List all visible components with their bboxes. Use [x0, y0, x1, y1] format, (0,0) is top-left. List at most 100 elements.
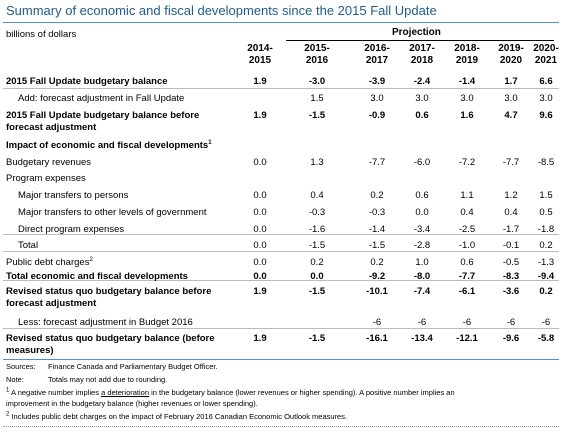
- row-label-text: Revised status quo budgetary balance bef…: [6, 286, 212, 297]
- table-cell: -1.4: [368, 224, 386, 235]
- table-cell: -13.4: [411, 333, 433, 344]
- footnote-2: 2 Includes public debt charges on the im…: [6, 412, 347, 422]
- projection-underline: [286, 40, 554, 41]
- table-cell: 4.7: [504, 110, 518, 121]
- table-cell: 1.5: [539, 190, 553, 201]
- table-cell: 1.1: [460, 190, 474, 201]
- row-divider: [3, 88, 559, 89]
- table-cell: -7.2: [458, 157, 476, 168]
- row-label: Public debt charges2: [6, 257, 93, 269]
- row-divider: [3, 328, 559, 329]
- row-divider: [3, 280, 559, 281]
- sources-text: Finance Canada and Parliamentary Budget …: [48, 362, 218, 371]
- table-cell: 0.5: [539, 207, 553, 218]
- row-label: Less: forecast adjustment in Budget 2016: [18, 317, 193, 329]
- table-cell: -1.8: [537, 224, 555, 235]
- table-cell: 1.9: [253, 286, 267, 297]
- table-cell: -0.9: [368, 110, 386, 121]
- table-cell: -3.4: [413, 224, 431, 235]
- table-bottom-rule: [3, 359, 559, 360]
- footnote-1: 1 A negative number implies a deteriorat…: [6, 388, 455, 398]
- row-label: Revised status quo budgetary balance bef…: [6, 286, 211, 310]
- column-header-line1: 2020-: [533, 43, 559, 54]
- table-cell: -8.5: [537, 157, 555, 168]
- table-cell: 0.4: [310, 190, 324, 201]
- table-cell: -1.4: [458, 76, 476, 87]
- column-header-line2: 2018: [410, 55, 434, 66]
- table-cell: 0.2: [370, 257, 384, 268]
- row-label-text: Direct program expenses: [18, 224, 125, 235]
- table-cell: -12.1: [456, 333, 478, 344]
- table-cell: -7.4: [413, 286, 431, 297]
- row-label-text-line2: forecast adjustment: [6, 122, 97, 133]
- footnote-2-text: Includes public debt charges on the impa…: [11, 412, 348, 421]
- note-key: Note:: [6, 375, 24, 384]
- table-cell: -0.1: [502, 240, 520, 251]
- table-title: Summary of economic and fiscal developme…: [6, 3, 437, 18]
- units-label: billions of dollars: [6, 29, 77, 40]
- table-cell: -1.6: [308, 224, 326, 235]
- row-label-text: 2015 Fall Update budgetary balance befor…: [6, 110, 200, 121]
- footnote-1-text-c: in the budgetary balance (lower revenues…: [149, 388, 455, 397]
- footnote-1-marker: 1: [6, 387, 10, 394]
- table-cell: -9.4: [537, 271, 555, 282]
- footnote-1-line2-text: improvement in the budgetary balance (hi…: [6, 399, 258, 408]
- table-cell: -2.5: [458, 224, 476, 235]
- table-cell: -3.6: [502, 286, 520, 297]
- row-label-text: Less: forecast adjustment in Budget 2016: [18, 317, 193, 328]
- table-cell: -9.2: [368, 271, 386, 282]
- column-header-line1: 2015-: [304, 43, 330, 54]
- row-label: Major transfers to persons: [18, 190, 128, 202]
- row-label-text: Program expenses: [6, 173, 86, 184]
- table-cell: 3.0: [460, 93, 474, 104]
- table-cell: -6.1: [458, 286, 476, 297]
- table-cell: -8.0: [413, 271, 431, 282]
- table-cell: -1.3: [537, 257, 555, 268]
- row-divider: [3, 234, 559, 235]
- column-header-line1: 2018-: [454, 43, 480, 54]
- rounding-note: Note: Totals may not add due to rounding.: [6, 375, 167, 385]
- footnote-1-link[interactable]: a deterioration: [101, 388, 150, 397]
- table-cell: 0.0: [253, 157, 267, 168]
- row-label-text: Revised status quo budgetary balance (be…: [6, 333, 215, 344]
- table-cell: -7.7: [368, 157, 386, 168]
- page-bottom-rule: [3, 426, 559, 427]
- table-cell: 0.0: [253, 240, 267, 251]
- column-header-line2: 2020: [499, 55, 523, 66]
- row-label-text-line2: measures): [6, 345, 54, 356]
- table-cell: -6: [462, 317, 472, 328]
- table-cell: -6: [506, 317, 516, 328]
- row-label: Program expenses: [6, 173, 86, 185]
- row-label: Budgetary revenues: [6, 157, 91, 169]
- column-header-line2: 2017: [365, 55, 389, 66]
- row-divider: [3, 251, 559, 252]
- row-label-text: Add: forecast adjustment in Fall Update: [18, 93, 185, 104]
- table-cell: 0.2: [370, 190, 384, 201]
- footnote-marker: 1: [208, 139, 212, 146]
- row-label-text: Total economic and fiscal developments: [6, 271, 188, 282]
- column-header: 2020- 2021: [516, 43, 562, 67]
- table-cell: 0.6: [460, 257, 474, 268]
- table-cell: -1.5: [308, 110, 326, 121]
- table-cell: -6: [541, 317, 551, 328]
- table-cell: 0.0: [253, 224, 267, 235]
- table-cell: 9.6: [539, 110, 553, 121]
- table-cell: 3.0: [504, 93, 518, 104]
- table-cell: 3.0: [415, 93, 429, 104]
- table-cell: 1.9: [253, 110, 267, 121]
- table-cell: 3.0: [370, 93, 384, 104]
- table-cell: 0.0: [253, 190, 267, 201]
- row-label-text: Total: [18, 240, 39, 251]
- table-cell: 0.0: [253, 257, 267, 268]
- table-cell: -6.0: [413, 157, 431, 168]
- table-cell: 1.7: [504, 76, 518, 87]
- title-divider: [3, 22, 559, 23]
- table-cell: 1.9: [253, 76, 267, 87]
- column-header-line1: 2017-: [409, 43, 435, 54]
- table-cell: -3.9: [368, 76, 386, 87]
- table-cell: -1.0: [458, 240, 476, 251]
- table-cell: 1.5: [310, 93, 324, 104]
- column-header-line2: 2015: [248, 55, 272, 66]
- column-header-line2: 2016: [305, 55, 329, 66]
- table-cell: -2.8: [413, 240, 431, 251]
